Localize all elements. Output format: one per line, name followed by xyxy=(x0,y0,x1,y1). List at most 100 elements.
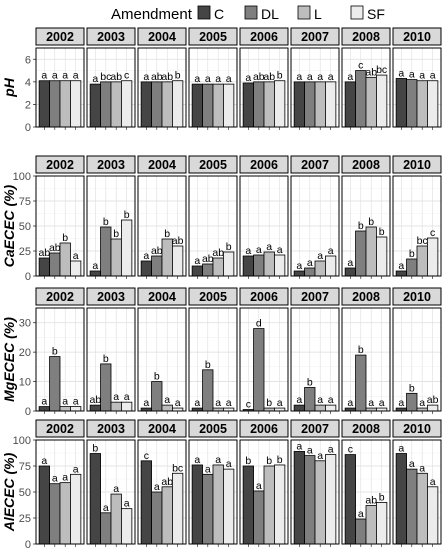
bar-l xyxy=(110,81,122,128)
bar-dl xyxy=(202,83,214,128)
strip-label: 2008 xyxy=(352,30,380,44)
strip-2005 xyxy=(188,287,238,306)
bar-l xyxy=(365,505,377,545)
significance-letter: a xyxy=(266,241,272,253)
panel-border xyxy=(239,307,289,412)
strip-label: 2004 xyxy=(148,158,176,172)
bar-c xyxy=(38,257,50,277)
bar-c xyxy=(344,267,356,277)
significance-letter: a xyxy=(245,72,251,84)
bar-sf xyxy=(121,508,133,545)
strip-2003 xyxy=(86,419,136,438)
strip-label: 2007 xyxy=(301,422,329,436)
significance-letter: a xyxy=(73,250,79,262)
bar-l xyxy=(263,81,275,128)
significance-letter: b xyxy=(409,248,415,260)
significance-letter: a xyxy=(307,257,313,269)
significance-letter: a xyxy=(73,463,79,475)
bar-dl xyxy=(100,226,112,277)
bar-sf xyxy=(376,501,388,545)
significance-letter: ab xyxy=(39,247,51,259)
bar-dl xyxy=(100,81,112,128)
legend-key-dl xyxy=(244,5,258,20)
bar-sf xyxy=(172,80,184,128)
legend-label-c: C xyxy=(214,6,224,22)
significance-letter: a xyxy=(124,391,130,403)
significance-letter: b xyxy=(266,397,272,409)
bar-dl xyxy=(49,80,61,128)
panel-2003: 2003 ab b a a xyxy=(86,287,136,414)
bar-sf xyxy=(427,80,439,128)
significance-letter: a xyxy=(256,244,262,256)
significance-letter: a xyxy=(245,245,251,257)
y-tick-label: 75 xyxy=(19,196,31,208)
significance-letter: b xyxy=(266,455,272,467)
significance-letter: a xyxy=(307,71,313,83)
strip-label: 2010 xyxy=(403,158,431,172)
bar-dl xyxy=(151,255,163,277)
panel-border xyxy=(137,307,187,412)
significance-letter: a xyxy=(307,445,313,457)
y-tick-label: 50 xyxy=(19,487,31,499)
strip-2005 xyxy=(188,419,238,438)
y-tick-label: 30 xyxy=(19,318,31,330)
bar-c xyxy=(242,255,254,277)
y-tick-label: 20 xyxy=(19,347,31,359)
bar-dl xyxy=(202,369,214,412)
significance-letter: a xyxy=(62,70,68,82)
strip-2005 xyxy=(188,27,238,46)
bar-sf xyxy=(274,254,286,277)
strip-label: 2002 xyxy=(46,422,74,436)
bar-sf xyxy=(70,80,82,128)
bar-l xyxy=(365,226,377,277)
strip-label: 2007 xyxy=(301,30,329,44)
legend-label-dl: DL xyxy=(261,6,279,22)
strip-2002 xyxy=(35,155,85,174)
strip-2006 xyxy=(239,27,289,46)
panel-border xyxy=(290,175,340,277)
significance-letter: a xyxy=(398,67,404,79)
y-tick-label: 10 xyxy=(19,377,31,389)
panel-border xyxy=(137,439,187,545)
significance-letter: ab xyxy=(161,476,173,488)
panel-border xyxy=(341,175,391,277)
significance-letter: a xyxy=(419,70,425,82)
bar-dl xyxy=(253,490,265,545)
bar-sf xyxy=(121,80,133,128)
bar-l xyxy=(416,80,428,128)
significance-letter: a xyxy=(368,397,374,409)
significance-letter: b xyxy=(379,491,385,503)
significance-letter: a xyxy=(409,69,415,81)
strip-label: 2005 xyxy=(199,30,227,44)
significance-letter: b xyxy=(226,241,232,253)
bar-l xyxy=(59,80,71,128)
bar-sf xyxy=(274,464,286,545)
significance-letter: a xyxy=(113,483,119,495)
significance-letter: ab xyxy=(365,495,377,507)
bar-l xyxy=(161,81,173,128)
significance-letter: a xyxy=(62,396,68,408)
significance-letter: a xyxy=(41,396,47,408)
strip-label: 2006 xyxy=(250,290,278,304)
bar-l xyxy=(110,401,122,412)
bar-dl xyxy=(253,328,265,412)
panel-border xyxy=(341,307,391,412)
panel-border xyxy=(35,439,85,545)
significance-letter: a xyxy=(52,473,58,485)
significance-letter: b xyxy=(358,344,364,356)
strip-2010 xyxy=(392,287,442,306)
significance-letter: a xyxy=(143,71,149,83)
bar-c xyxy=(38,80,50,128)
significance-letter: ab xyxy=(151,71,163,83)
significance-letter: a xyxy=(409,458,415,470)
strip-2004 xyxy=(137,419,187,438)
panel-border xyxy=(239,439,289,545)
panel-border xyxy=(35,175,85,277)
significance-letter: a xyxy=(143,397,149,409)
